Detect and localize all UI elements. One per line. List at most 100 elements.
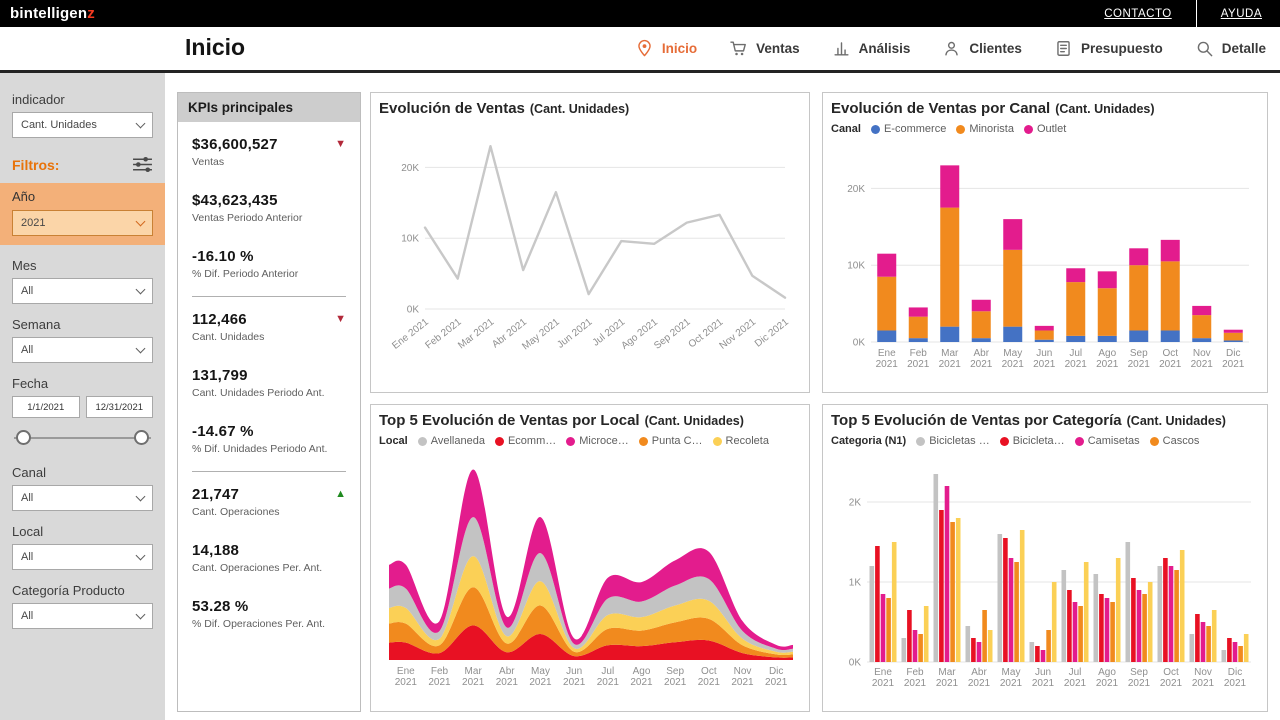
- indicator-dropdown-value: Cant. Unidades: [21, 119, 97, 131]
- date-range-slider: [12, 424, 153, 452]
- svg-text:0K: 0K: [853, 338, 866, 349]
- chart-title-main: Top 5 Evolución de Ventas por Categoría: [831, 412, 1122, 429]
- category-dropdown[interactable]: All: [12, 603, 153, 629]
- arrow-up-icon: ▲: [335, 488, 346, 500]
- legend-dot: [916, 436, 926, 446]
- svg-text:1K: 1K: [849, 578, 862, 589]
- legend-item[interactable]: Bicicletas …: [916, 435, 990, 447]
- year-slicer-highlight: Año 2021: [0, 183, 165, 245]
- indicator-dropdown[interactable]: Cant. Unidades: [12, 112, 153, 138]
- chart-legend: Local Avellaneda Ecomm… Microce… Punta C… Rec…: [379, 435, 801, 447]
- legend-item[interactable]: Outlet: [1023, 123, 1066, 135]
- local-dropdown[interactable]: All: [12, 544, 153, 570]
- nav-item-presupuesto[interactable]: Presupuesto: [1054, 39, 1163, 58]
- logo-mid: intelligen: [19, 5, 88, 22]
- kpi-item: -14.67 % % Dif. Unidades Periodo Ant.: [192, 423, 346, 455]
- stacked-bar-chart[interactable]: 0K 10K 20K Ene 2021 Feb 2021 Mar 2021 Abr 2021 May 2…: [831, 138, 1259, 378]
- week-dropdown[interactable]: All: [12, 337, 153, 363]
- svg-text:Dic 2021: Dic 2021: [753, 316, 791, 349]
- channel-dropdown[interactable]: All: [12, 485, 153, 511]
- nav-item-clientes[interactable]: Clientes: [942, 39, 1022, 58]
- kpi-label: Cant. Operaciones Per. Ant.: [192, 562, 323, 574]
- kpi-value: -14.67 %: [192, 423, 254, 440]
- grouped-bar-chart[interactable]: 0K 1K 2K Ene 2021 Feb 2021 Mar 2021 Abr 2021 May 202…: [831, 450, 1259, 700]
- legend-item[interactable]: Microce…: [566, 435, 629, 447]
- ayuda-link[interactable]: AYUDA: [1220, 7, 1262, 20]
- date-from-input[interactable]: 1/1/2021: [12, 396, 80, 418]
- month-dropdown[interactable]: All: [12, 278, 153, 304]
- contacto-link[interactable]: CONTACTO: [1104, 7, 1172, 20]
- legend-title: Canal: [831, 123, 861, 135]
- slicer-icon[interactable]: [132, 156, 153, 173]
- nav-item-ventas[interactable]: Ventas: [729, 39, 800, 58]
- nav-label: Presupuesto: [1080, 41, 1163, 56]
- cart-icon: [730, 41, 747, 56]
- legend-item[interactable]: Bicicleta…: [999, 435, 1065, 447]
- kpi-value: 14,188: [192, 542, 240, 559]
- slider-handle-end[interactable]: [134, 430, 149, 445]
- legend-dot: [870, 124, 880, 134]
- nav-item-analisis[interactable]: Análisis: [832, 39, 910, 58]
- kpi-item: $43,623,435 Ventas Periodo Anterior: [192, 192, 346, 224]
- bar-chart-icon: [834, 42, 849, 56]
- category-label: Categoría Producto: [12, 583, 125, 598]
- legend-dot: [1074, 436, 1084, 446]
- legend-dot: [956, 124, 966, 134]
- svg-text:Mar 2021: Mar 2021: [456, 316, 496, 351]
- line-chart[interactable]: 0K 10K 20K Ene 2021 Feb 2021 Mar 2021 Abr 2021…: [379, 120, 801, 375]
- legend-item[interactable]: Cascos: [1149, 435, 1199, 447]
- legend-item[interactable]: E-commerce: [870, 123, 946, 135]
- legend-item[interactable]: Avellaneda: [417, 435, 485, 447]
- month-dropdown-value: All: [21, 285, 34, 297]
- year-dropdown[interactable]: 2021: [12, 210, 153, 236]
- chevron-down-icon: [135, 284, 146, 294]
- local-label: Local: [12, 524, 44, 539]
- nav-item-detalle[interactable]: Detalle: [1195, 39, 1266, 58]
- legend-item[interactable]: Minorista: [956, 123, 1014, 135]
- svg-text:May 2021: May 2021: [520, 316, 562, 352]
- kpi-value: 112,466: [192, 311, 247, 328]
- legend-item[interactable]: Camisetas: [1074, 435, 1140, 447]
- stream-chart[interactable]: Ene 2021 Feb 2021 Mar 2021 Abr 2021 May 2021 Jun 20…: [379, 450, 801, 700]
- legend-label: Punta C…: [651, 435, 703, 447]
- legend-item[interactable]: Punta C…: [638, 435, 703, 447]
- chart-title-main: Evolución de Ventas: [379, 100, 525, 117]
- svg-text:2K: 2K: [849, 498, 862, 509]
- kpi-label: Ventas: [192, 156, 225, 168]
- legend-item[interactable]: Recoleta: [712, 435, 769, 447]
- kpi-label: % Dif. Operaciones Per. Ant.: [192, 618, 326, 630]
- arrow-down-icon: ▼: [335, 313, 346, 325]
- brand-logo[interactable]: bintelligenz: [10, 5, 95, 22]
- month-label: Mes: [12, 258, 37, 273]
- legend-label: Bicicletas …: [929, 435, 990, 447]
- chart-legend: Categoria (N1) Bicicletas … Bicicleta… Cami…: [831, 435, 1259, 447]
- legend-item[interactable]: Ecomm…: [494, 435, 556, 447]
- indicator-label: indicador: [12, 92, 65, 107]
- kpi-item: 53.28 % % Dif. Operaciones Per. Ant.: [192, 598, 346, 630]
- slider-handle-start[interactable]: [16, 430, 31, 445]
- svg-text:10K: 10K: [401, 234, 419, 245]
- nav-menu: Inicio Ventas Análisis Clientes Presupue…: [635, 27, 1266, 70]
- date-to-input[interactable]: 12/31/2021: [85, 396, 153, 418]
- category-dropdown-value: All: [21, 610, 34, 622]
- chart-title-main: Top 5 Evolución de Ventas por Local: [379, 412, 640, 429]
- nav-item-inicio[interactable]: Inicio: [635, 39, 697, 58]
- legend-label: Recoleta: [725, 435, 769, 447]
- chart-title: Evolución de Ventas por Canal (Cant. Uni…: [831, 100, 1259, 117]
- nav-label: Detalle: [1221, 41, 1266, 56]
- nav-label: Inicio: [661, 41, 698, 56]
